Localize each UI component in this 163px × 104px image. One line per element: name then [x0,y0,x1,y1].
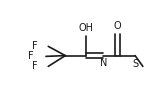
Text: N: N [100,58,107,67]
Text: S: S [132,59,138,69]
Text: F: F [31,41,37,51]
Text: F: F [31,61,37,71]
Text: OH: OH [79,23,94,33]
Text: O: O [113,21,121,31]
Text: F: F [28,51,34,61]
